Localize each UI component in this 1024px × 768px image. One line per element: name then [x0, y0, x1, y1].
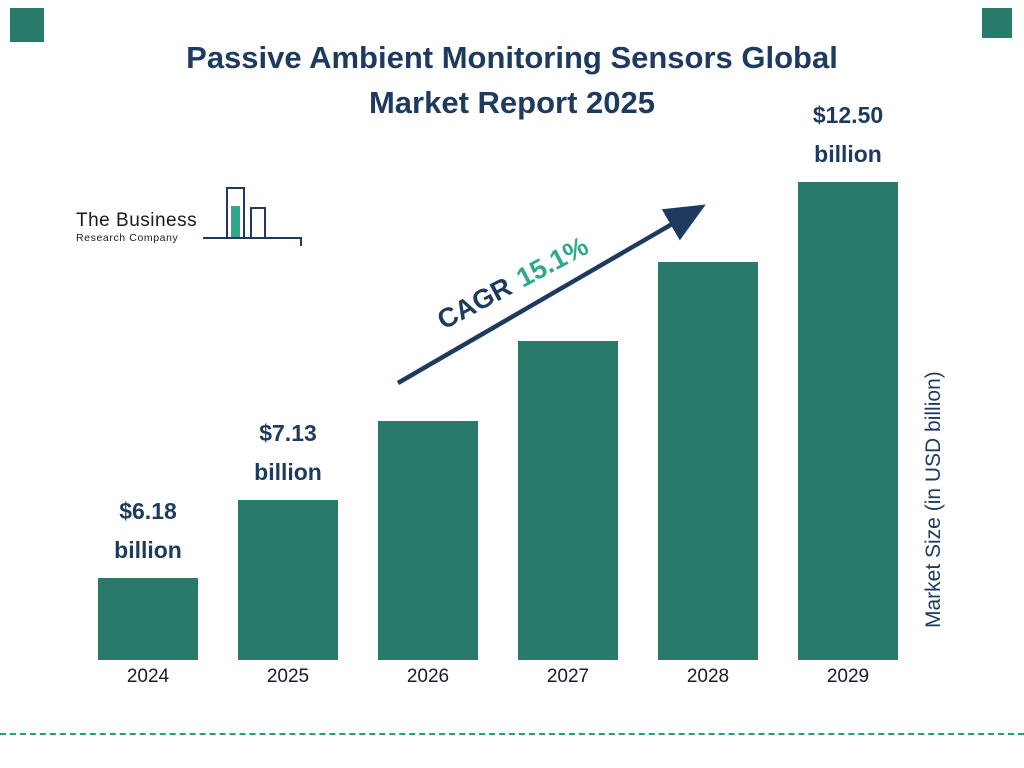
page-title-line1: Passive Ambient Monitoring Sensors Globa… [186, 40, 838, 75]
page-title-line2: Market Report 2025 [368, 84, 655, 120]
decorative-square-top-right [982, 8, 1012, 38]
bar-2024 [98, 578, 198, 660]
bar-2026 [378, 421, 478, 660]
x-axis-label-2026: 2026 [406, 666, 450, 687]
cagr-trend-arrow [396, 204, 706, 385]
bar-2027 [518, 341, 618, 660]
company-logo-text: The Business Research Company [76, 210, 197, 248]
x-axis-label-2027: 2027 [546, 666, 590, 687]
bar-2029 [798, 182, 898, 660]
bottom-dashed-divider [0, 733, 1024, 735]
x-axis-label-2029: 2029 [826, 666, 870, 687]
company-logo: The Business Research Company [76, 186, 303, 248]
value-label-2024: $6.18 billion [114, 497, 182, 563]
page-title: Passive Ambient Monitoring Sensors Globa… [0, 36, 1024, 126]
logo-bars-icon [203, 187, 303, 246]
company-logo-name: The Business [76, 210, 198, 231]
x-axis-label-2028: 2028 [686, 666, 730, 687]
bar-2025 [238, 500, 338, 660]
value-label-2029: $12.50 billion [812, 101, 884, 167]
company-logo-subname: Research Company [76, 232, 179, 244]
x-axis-label-2024: 2024 [126, 666, 170, 687]
bar-2028 [658, 262, 758, 660]
y-axis-label: Market Size (in USD billion) [922, 371, 945, 629]
value-label-2025: $7.13 billion [254, 419, 322, 485]
decorative-square-top-left [10, 8, 44, 42]
x-axis-label-2025: 2025 [266, 666, 310, 687]
